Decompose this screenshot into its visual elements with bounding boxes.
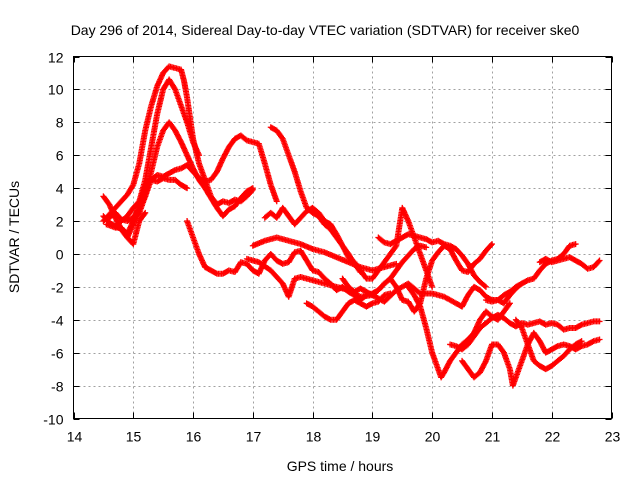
series-arc-12 [303, 290, 394, 323]
series-arc-5 [106, 175, 191, 241]
data-point [481, 282, 488, 289]
data-point [326, 316, 333, 323]
y-tick-label: 8 [56, 115, 64, 131]
y-tick-label: -2 [51, 280, 64, 296]
data-point [393, 260, 400, 267]
data-point [482, 283, 489, 290]
series-arc-1 [100, 63, 256, 225]
data-point [429, 283, 436, 290]
data-point [142, 209, 149, 216]
y-tick-label: 2 [56, 214, 64, 230]
series-arc-11 [249, 234, 400, 274]
series-arc-2 [100, 76, 203, 229]
data-point [387, 290, 394, 297]
y-tick-label: -8 [51, 379, 64, 395]
data-point [506, 301, 513, 308]
y-tick-label: 10 [48, 82, 64, 98]
data-point [577, 322, 584, 329]
y-axis-label: SDTVAR / TECUs [6, 181, 22, 293]
data-point [392, 243, 399, 250]
x-tick-label: 17 [246, 429, 262, 445]
data-point [506, 300, 513, 307]
series-arc-18 [512, 316, 585, 373]
data-point [423, 244, 430, 251]
data-point [249, 185, 256, 192]
series-arc-19 [482, 280, 525, 305]
series-arc-16 [447, 311, 603, 353]
series-arc-17 [459, 329, 603, 389]
y-tick-label: 12 [48, 50, 64, 66]
tick-label-layer: 14 15 16 17 18 19 20 21 22 23 -10 -8 -6 -4 -2 0 2 4 6 8 10 12 [43, 50, 620, 445]
data-point [171, 85, 178, 92]
y-tick-label: -10 [43, 412, 63, 428]
x-tick-label: 22 [545, 429, 561, 445]
data-point [129, 183, 136, 190]
data-point [589, 338, 596, 345]
data-point [416, 289, 423, 296]
series-arc-6 [100, 193, 149, 248]
data-point [273, 198, 280, 205]
data-point [196, 152, 203, 159]
data-point [439, 240, 446, 247]
data-point [595, 258, 602, 265]
data-point [596, 336, 603, 343]
x-tick-label: 23 [605, 429, 621, 445]
x-tick-label: 20 [425, 429, 441, 445]
x-tick-label: 18 [306, 429, 322, 445]
y-tick-label: 6 [56, 148, 64, 164]
tick-layer [73, 56, 613, 420]
data-point [578, 338, 585, 345]
x-tick-label: 16 [186, 429, 202, 445]
data-point [368, 300, 375, 307]
data-point [212, 270, 219, 277]
y-tick-label: -6 [51, 346, 64, 362]
data-point [572, 241, 579, 248]
grid-layer [73, 56, 612, 419]
y-tick-label: 4 [56, 181, 64, 197]
data-point [141, 210, 148, 217]
data-point [182, 184, 189, 191]
data-point [523, 277, 530, 284]
series-arc-14 [375, 231, 489, 290]
data-point [577, 338, 584, 345]
data-point [517, 281, 524, 288]
y-tick-label: -4 [51, 313, 64, 329]
y-tick-label: 0 [56, 247, 64, 263]
x-axis-label: GPS time / hours [287, 458, 394, 474]
plot-frame [73, 56, 612, 419]
data-point [553, 343, 560, 350]
series-arc-13 [339, 242, 430, 299]
data-point [482, 359, 489, 366]
series-layer [100, 63, 603, 389]
x-tick-label: 15 [126, 429, 142, 445]
series-arc-20 [536, 254, 603, 272]
data-point [248, 185, 255, 192]
data-point [416, 302, 423, 309]
x-tick-label: 14 [67, 429, 83, 445]
data-point [518, 280, 525, 287]
data-point [488, 241, 495, 248]
x-tick-label: 19 [365, 429, 381, 445]
data-point [596, 257, 603, 264]
data-point [487, 242, 494, 249]
x-tick-label: 21 [485, 429, 501, 445]
data-point [596, 318, 603, 325]
chart-title: Day 296 of 2014, Sidereal Day-to-day VTE… [71, 22, 580, 38]
data-point [184, 185, 191, 192]
data-point [170, 167, 177, 174]
